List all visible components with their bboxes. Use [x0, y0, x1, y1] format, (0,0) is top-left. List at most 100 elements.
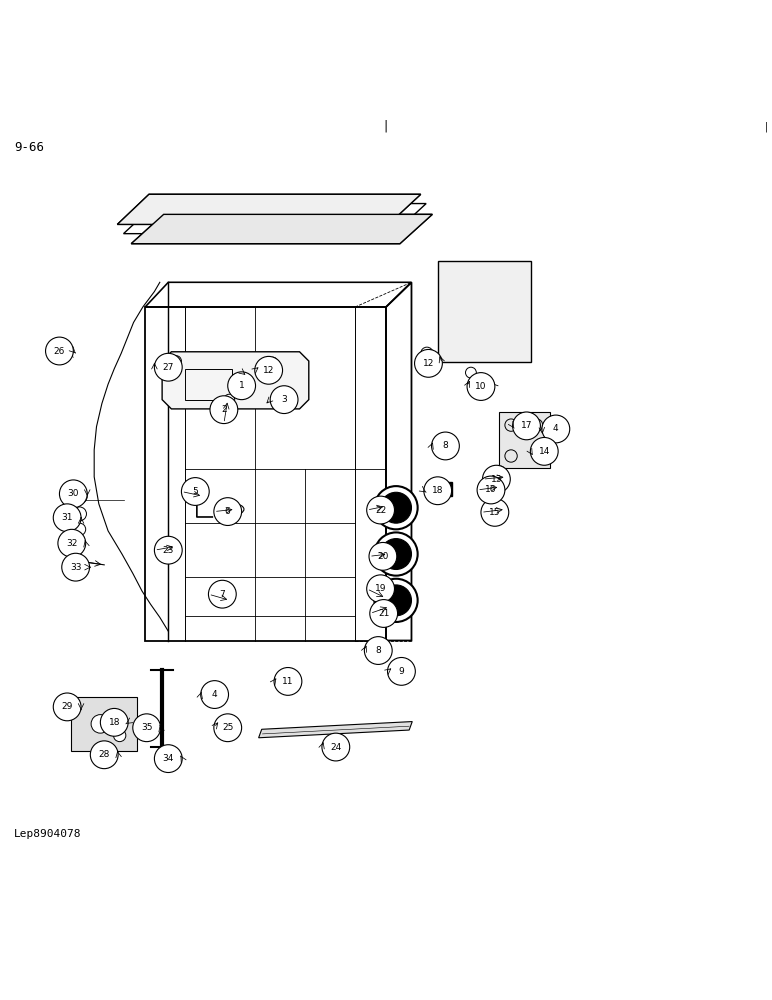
Text: 2: 2	[221, 405, 227, 414]
Circle shape	[267, 357, 278, 368]
Text: 7: 7	[219, 590, 225, 599]
Circle shape	[270, 386, 298, 414]
Text: 35: 35	[141, 723, 152, 732]
Circle shape	[113, 729, 126, 742]
Text: 31: 31	[62, 513, 73, 522]
Circle shape	[530, 437, 558, 465]
Circle shape	[374, 579, 418, 622]
Circle shape	[424, 477, 452, 505]
Circle shape	[59, 480, 87, 508]
Circle shape	[181, 478, 209, 505]
Circle shape	[487, 478, 496, 488]
Circle shape	[467, 373, 495, 400]
Text: 20: 20	[378, 552, 388, 561]
Circle shape	[364, 637, 392, 664]
Circle shape	[381, 585, 411, 616]
Text: 27: 27	[163, 363, 174, 372]
Circle shape	[201, 681, 229, 708]
Circle shape	[381, 492, 411, 523]
Text: Lep8904078: Lep8904078	[14, 829, 81, 839]
Circle shape	[53, 693, 81, 721]
Text: 18: 18	[109, 718, 120, 727]
Circle shape	[481, 498, 509, 526]
Bar	[438, 261, 531, 362]
Text: 19: 19	[375, 584, 386, 593]
Circle shape	[210, 396, 238, 424]
Text: 18: 18	[432, 486, 443, 495]
Circle shape	[73, 523, 86, 536]
Circle shape	[274, 668, 302, 695]
Circle shape	[432, 432, 459, 460]
Text: 25: 25	[222, 723, 233, 732]
Text: 6: 6	[225, 507, 231, 516]
Polygon shape	[117, 194, 421, 224]
Polygon shape	[71, 697, 137, 751]
Text: |: |	[384, 119, 388, 132]
Text: 4: 4	[212, 690, 218, 699]
Circle shape	[374, 532, 418, 576]
Circle shape	[154, 536, 182, 564]
Circle shape	[381, 539, 411, 569]
Text: 21: 21	[378, 609, 389, 618]
Text: 9: 9	[398, 667, 405, 676]
Circle shape	[100, 708, 128, 736]
Circle shape	[46, 337, 73, 365]
Circle shape	[367, 575, 394, 603]
Text: 3: 3	[281, 395, 287, 404]
Text: 23: 23	[163, 546, 174, 555]
Circle shape	[214, 498, 242, 525]
Circle shape	[58, 529, 86, 557]
Text: 34: 34	[163, 754, 174, 763]
Circle shape	[224, 394, 235, 405]
Circle shape	[72, 488, 87, 504]
Circle shape	[466, 367, 476, 378]
Circle shape	[415, 349, 442, 377]
Text: 9-66: 9-66	[14, 141, 44, 154]
Circle shape	[228, 372, 256, 400]
Circle shape	[477, 476, 505, 504]
Text: 8: 8	[375, 646, 381, 655]
Circle shape	[369, 542, 397, 570]
Text: 24: 24	[330, 743, 341, 752]
Text: 1: 1	[239, 381, 245, 390]
Circle shape	[542, 415, 570, 443]
Text: 32: 32	[66, 539, 77, 548]
Circle shape	[62, 348, 73, 359]
Circle shape	[496, 466, 505, 475]
Bar	[185, 369, 232, 400]
Text: 14: 14	[539, 447, 550, 456]
Text: 13: 13	[491, 475, 502, 484]
Text: 12: 12	[263, 366, 274, 375]
Text: 16: 16	[486, 485, 496, 494]
Text: |: |	[765, 122, 768, 132]
Circle shape	[154, 745, 182, 773]
Circle shape	[214, 714, 242, 742]
Text: 29: 29	[62, 702, 73, 711]
Text: 30: 30	[68, 489, 79, 498]
Circle shape	[489, 499, 499, 508]
Circle shape	[62, 553, 90, 581]
Text: 10: 10	[476, 382, 486, 391]
Circle shape	[482, 465, 510, 493]
Circle shape	[73, 507, 86, 521]
Circle shape	[388, 657, 415, 685]
Text: 8: 8	[442, 441, 449, 450]
Circle shape	[208, 580, 236, 608]
Text: 17: 17	[521, 421, 532, 430]
Text: 22: 22	[375, 506, 386, 515]
Circle shape	[90, 741, 118, 769]
Circle shape	[374, 486, 418, 529]
Polygon shape	[162, 352, 309, 409]
Circle shape	[367, 496, 394, 524]
Bar	[428, 482, 452, 496]
Text: 5: 5	[192, 487, 198, 496]
Circle shape	[154, 353, 182, 381]
Circle shape	[171, 356, 181, 366]
Circle shape	[133, 714, 161, 742]
Polygon shape	[131, 214, 432, 244]
Circle shape	[440, 436, 452, 448]
Text: 11: 11	[283, 677, 293, 686]
Circle shape	[477, 375, 488, 386]
Text: 26: 26	[54, 347, 65, 356]
Circle shape	[53, 504, 81, 532]
